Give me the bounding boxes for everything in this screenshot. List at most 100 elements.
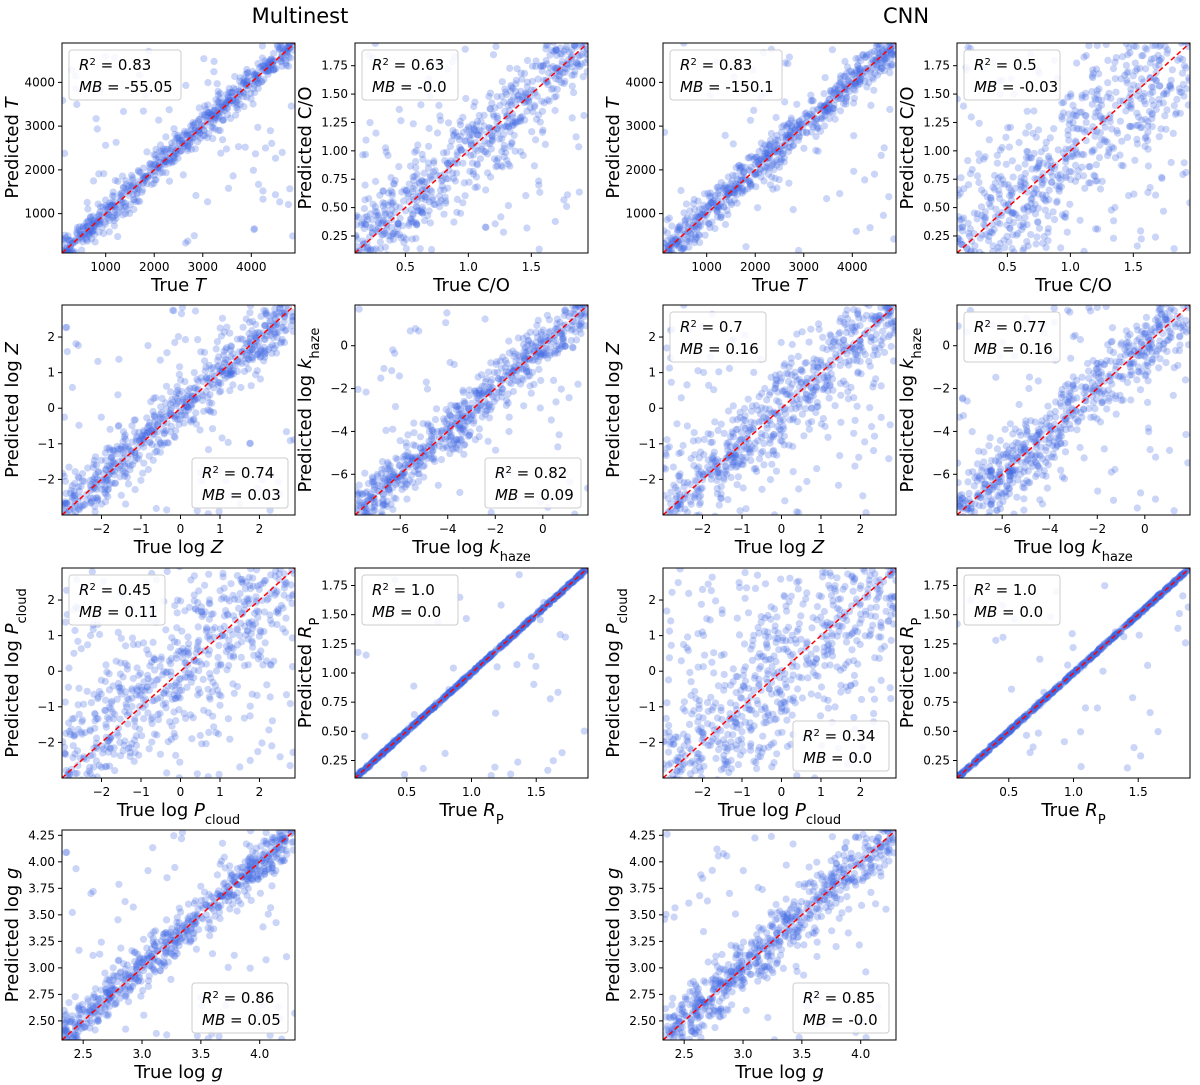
scatter-point [428, 426, 436, 434]
scatter-point [1057, 183, 1065, 191]
scatter-point [567, 336, 575, 345]
scatter-point [780, 432, 789, 440]
scatter-point [854, 61, 862, 69]
scatter-point [450, 218, 458, 226]
scatter-point [676, 236, 685, 244]
scatter-point [775, 163, 784, 171]
scatter-point [449, 127, 457, 135]
scatter-point [1099, 118, 1107, 126]
scatter-point [675, 449, 683, 458]
scatter-point [747, 418, 755, 426]
scatter-point [510, 363, 518, 371]
scatter-point [991, 171, 999, 180]
scatter-point [63, 248, 72, 253]
scatter-point [663, 465, 670, 473]
scatter-point [390, 471, 398, 479]
scatter-point [704, 203, 713, 211]
scatter-point [711, 196, 719, 204]
scatter-panel-1: 0.5 1.0 1.50.250.500.751.001.251.501.75Tru… [295, 28, 589, 296]
scatter-point [745, 178, 753, 186]
scatter-point [726, 442, 735, 450]
scatter-point [497, 375, 505, 383]
scatter-point [159, 415, 167, 423]
y-tick-label: 2000 [24, 163, 55, 177]
scatter-point [863, 51, 871, 59]
scatter-point [704, 430, 712, 438]
scatter-point [1154, 51, 1162, 60]
scatter-point [355, 242, 361, 250]
scatter-point [484, 139, 492, 147]
scatter-point [526, 104, 534, 112]
scatter-point [828, 104, 837, 112]
scatter-point [409, 120, 417, 128]
scatter-point [444, 184, 452, 192]
scatter-point [664, 508, 672, 515]
scatter-point [107, 468, 115, 476]
scatter-point [401, 462, 409, 470]
scatter-point [748, 402, 757, 410]
scatter-point [748, 443, 756, 451]
scatter-point [576, 28, 583, 35]
scatter-point [62, 235, 67, 243]
scatter-point [260, 322, 269, 330]
scatter-point [812, 146, 820, 154]
scatter-point [439, 176, 447, 184]
scatter-point [174, 386, 182, 395]
scatter-point [1111, 75, 1119, 83]
scatter-point [374, 472, 382, 480]
scatter-point [496, 101, 504, 110]
scatter-point [467, 141, 475, 149]
scatter-point [1122, 61, 1130, 69]
scatter-point [964, 157, 972, 165]
scatter-point [102, 490, 110, 499]
scatter-point [487, 508, 495, 515]
scatter-point [213, 80, 221, 88]
scatter-point [419, 462, 427, 471]
scatter-point [221, 100, 230, 108]
scatter-point [673, 505, 681, 513]
scatter-point [714, 183, 722, 191]
scatter-point [355, 501, 363, 509]
scatter-point [570, 71, 578, 79]
scatter-point [389, 346, 397, 354]
scatter-point [769, 185, 777, 193]
scatter-point [738, 189, 746, 197]
scatter-point [156, 356, 164, 364]
scatter-point [424, 422, 432, 430]
scatter-point [695, 205, 704, 213]
scatter-point [219, 364, 227, 372]
scatter-point [370, 262, 377, 269]
scatter-point [139, 469, 147, 477]
scatter-point [790, 134, 798, 142]
scatter-point [256, 63, 264, 72]
scatter-point [795, 133, 803, 141]
scatter-point [878, 64, 886, 72]
scatter-point [795, 125, 803, 133]
scatter-point [428, 188, 436, 196]
scatter-point [277, 58, 285, 66]
scatter-point [744, 185, 752, 193]
scatter-point [783, 130, 791, 139]
scatter-point [261, 350, 269, 358]
y-tick-label: 0.25 [923, 229, 950, 243]
scatter-point [523, 56, 532, 65]
axes-frame [61, 304, 296, 516]
scatter-point [772, 381, 780, 389]
scatter-point [62, 237, 68, 245]
scatter-point [532, 353, 540, 361]
scatter-point [94, 468, 102, 476]
scatter-point [63, 499, 71, 507]
scatter-point [422, 193, 430, 201]
scatter-point [763, 149, 772, 157]
scatter-point [191, 119, 199, 127]
scatter-point [1017, 174, 1025, 182]
scatter-point [730, 196, 739, 204]
scatter-point [261, 335, 269, 343]
scatter-point [559, 69, 567, 77]
scatter-point [213, 115, 221, 123]
scatter-point [722, 467, 730, 475]
scatter-point [242, 315, 250, 323]
scatter-point [88, 228, 96, 237]
scatter-point [413, 197, 421, 205]
scatter-point [357, 246, 365, 253]
